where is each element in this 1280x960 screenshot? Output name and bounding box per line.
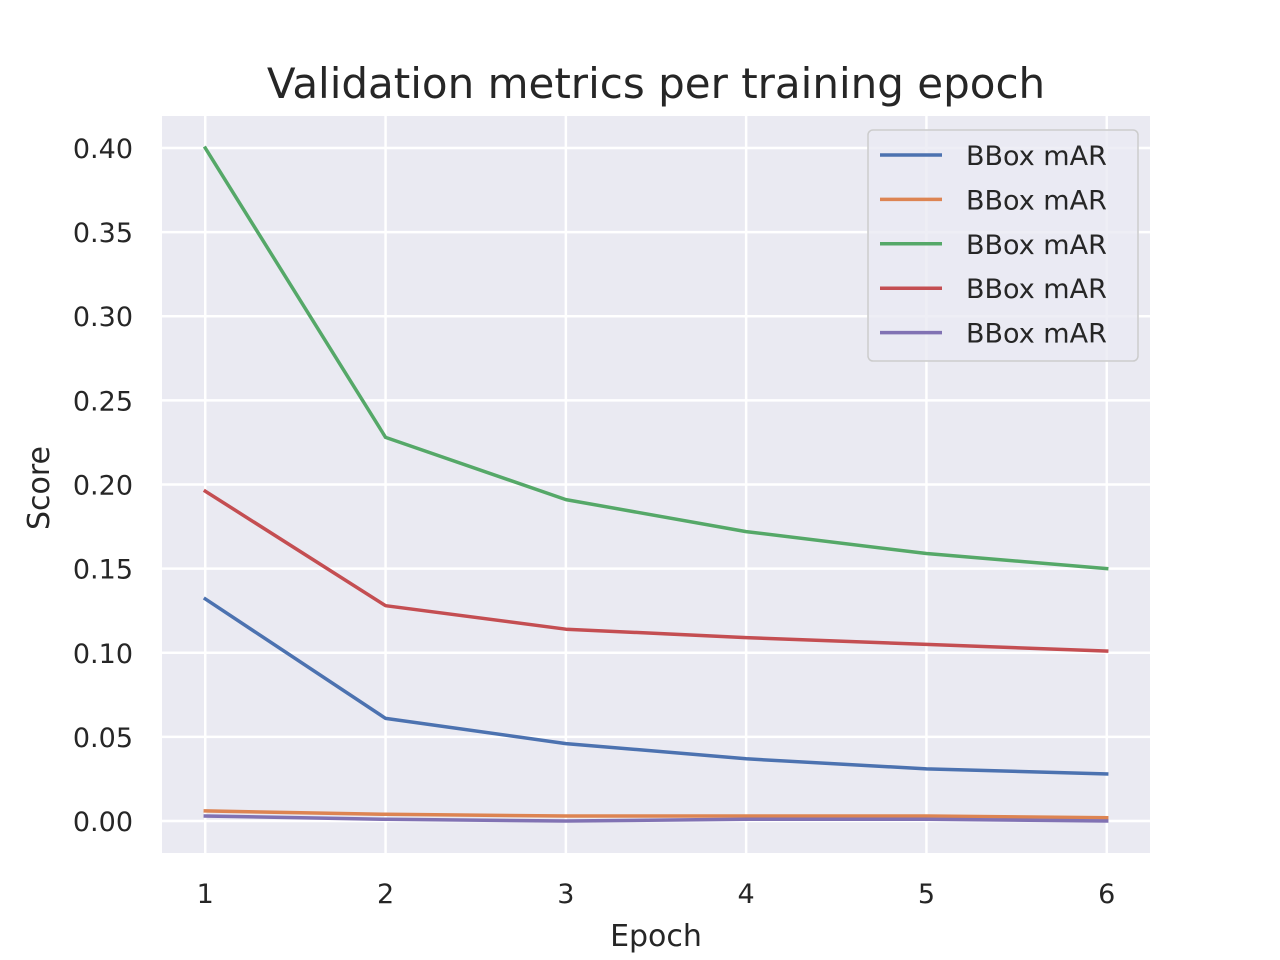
- legend: BBox mAR BBox mAR BBox mAR BBox mAR BBox mAR: [867, 129, 1139, 362]
- y-tick-label: 0.00: [73, 807, 133, 838]
- series-line-2: [203, 809, 1109, 820]
- x-axis-label: Epoch: [610, 919, 702, 954]
- y-tick-label: 0.25: [73, 386, 133, 417]
- legend-label: BBox mAR: [966, 141, 1107, 172]
- legend-label: BBox mAR: [966, 319, 1107, 350]
- series-line-3: [202, 145, 1109, 571]
- y-tick-label: 0.20: [73, 471, 133, 502]
- legend-item: BBox mAR: [880, 274, 1107, 305]
- x-tick-label: 6: [1098, 879, 1115, 910]
- grid: [162, 116, 1150, 853]
- legend-box: [867, 129, 1139, 362]
- x-tick-label: 5: [918, 879, 935, 910]
- x-tick-label: 2: [377, 879, 394, 910]
- x-tick-label: 1: [197, 879, 214, 910]
- x-axis-ticks: 1 2 3 4 5 6: [197, 879, 1116, 910]
- y-tick-label: 0.40: [73, 134, 133, 165]
- legend-item: BBox mAR: [880, 319, 1107, 350]
- y-axis-ticks: 0.00 0.05 0.10 0.15 0.20 0.25 0.30 0.35 0.40: [73, 134, 133, 838]
- y-tick-label: 0.10: [73, 639, 133, 670]
- y-tick-label: 0.05: [73, 723, 133, 754]
- legend-item: BBox mAR: [880, 141, 1107, 172]
- y-tick-label: 0.35: [73, 218, 133, 249]
- y-axis-label: Score: [22, 446, 57, 530]
- chart-title: Validation metrics per training epoch: [267, 59, 1045, 108]
- legend-label: BBox mAR: [966, 185, 1107, 216]
- series-lines: [202, 145, 1109, 823]
- legend-label: BBox mAR: [966, 230, 1107, 261]
- y-tick-label: 0.30: [73, 302, 133, 333]
- y-tick-label: 0.15: [73, 555, 133, 586]
- series-line-1: [202, 596, 1109, 776]
- x-tick-label: 4: [738, 879, 755, 910]
- series-line-4: [202, 488, 1109, 653]
- x-tick-label: 3: [557, 879, 574, 910]
- legend-item: BBox mAR: [880, 230, 1107, 261]
- legend-label: BBox mAR: [966, 274, 1107, 305]
- legend-item: BBox mAR: [880, 185, 1107, 216]
- series-line-5: [203, 814, 1109, 823]
